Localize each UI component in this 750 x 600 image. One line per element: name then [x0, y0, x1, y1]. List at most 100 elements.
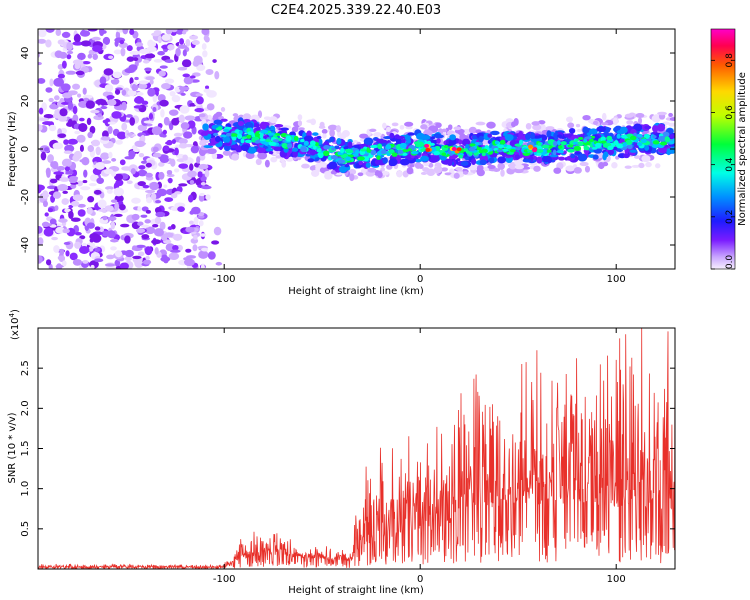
- spectrogram-noise-cell: [127, 89, 137, 97]
- snr-ytick-label: 2.5: [20, 360, 31, 376]
- spectrogram-noise-cell: [74, 130, 81, 135]
- spectrogram-noise-cell: [101, 160, 112, 164]
- spectrogram-core-cell: [300, 138, 305, 143]
- spectrogram-core-cell: [323, 150, 330, 157]
- spectrogram-band-cell: [259, 121, 267, 130]
- spectrogram-noise-cell: [53, 171, 65, 175]
- spectrogram-noise-cell: [111, 111, 122, 119]
- spectrogram-noise-cell: [118, 204, 126, 211]
- spectrogram-band-cell: [334, 145, 340, 150]
- spectrogram-noise-cell: [71, 169, 78, 177]
- spectrogram-noise-cell: [211, 240, 220, 245]
- spectrogram-noise-cell: [152, 223, 159, 228]
- spectrogram-noise-cell: [151, 239, 162, 245]
- spectrogram-core-cell: [567, 148, 575, 153]
- spectrogram-band-halo: [275, 155, 282, 159]
- spectrogram-band-halo: [448, 124, 453, 131]
- snr-series-line: [38, 328, 675, 569]
- spectrogram-noise-cell: [49, 178, 58, 184]
- spectrogram-noise-cell: [145, 162, 152, 168]
- spectrogram-noise-cell: [87, 53, 93, 59]
- spectrogram-noise-cell: [72, 83, 81, 90]
- spectrogram-band-cell: [244, 122, 254, 129]
- spectrogram-noise-cell: [53, 245, 60, 253]
- spectrogram-band-halo: [653, 114, 660, 122]
- spectrogram-noise-cell: [193, 216, 199, 226]
- spectrogram-noise-cell: [132, 148, 140, 153]
- spectrogram-noise-cell: [65, 250, 70, 257]
- spectrogram-band-halo: [553, 167, 562, 174]
- spectrogram-band-cell: [338, 165, 348, 173]
- spectrogram-ytick-label: 40: [20, 47, 31, 60]
- spectrogram-band-cell: [522, 158, 532, 163]
- spectrogram-noise-cell: [152, 152, 162, 158]
- spectrogram-band-halo: [514, 160, 522, 164]
- spectrogram-noise-cell: [61, 198, 70, 205]
- spectrogram-noise-cell: [115, 179, 124, 187]
- spectrogram-noise-cell: [49, 78, 54, 87]
- spectrogram-noise-cell: [38, 237, 44, 246]
- spectrogram-noise-cell: [165, 29, 173, 35]
- spectrogram-noise-cell: [72, 259, 83, 266]
- spectrogram-band-cell: [240, 144, 250, 152]
- spectrogram-noise-cell: [87, 131, 93, 139]
- spectrogram-core-cell: [468, 151, 473, 156]
- spectrogram-noise-cell: [78, 246, 90, 254]
- spectrogram-band-halo: [311, 169, 320, 177]
- spectrogram-noise-cell: [155, 200, 162, 204]
- spectrogram-band-cell: [530, 132, 536, 140]
- spectrogram-noise-cell: [157, 35, 163, 44]
- spectrogram-band-cell: [582, 126, 589, 134]
- spectrogram-noise-cell: [189, 35, 199, 40]
- spectrogram-noise-cell: [42, 200, 48, 208]
- spectrogram-band-cell: [374, 159, 383, 165]
- spectrogram-band-halo: [418, 164, 424, 169]
- spectrogram-noise-cell: [153, 228, 165, 237]
- spectrogram-noise-cell: [97, 199, 107, 209]
- snr-panel: -100 0 100 0.5 1.0 1.5 2.0 2.5 Height of straig…: [7, 309, 676, 596]
- spectrogram-band-cell: [557, 156, 566, 161]
- spectrogram-band-cell: [382, 157, 388, 164]
- spectrogram-noise-cell: [63, 241, 71, 246]
- spectrogram-noise-cell: [99, 29, 105, 37]
- spectrogram-band-halo: [359, 133, 369, 139]
- spectrogram-noise-cell: [67, 101, 74, 111]
- spectrogram-band-cell: [375, 138, 381, 142]
- spectrogram-core-cell: [303, 140, 309, 146]
- spectrogram-band-cell: [343, 146, 349, 150]
- spectrogram-noise-cell: [179, 142, 188, 149]
- spectrogram-band-cell: [623, 152, 630, 159]
- spectrogram-peak-cell: [451, 147, 457, 152]
- spectrogram-band-halo: [539, 123, 546, 132]
- spectrogram-noise-cell: [66, 54, 72, 60]
- spectrogram-noise-cell: [72, 154, 80, 162]
- spectrogram-noise-cell: [164, 232, 174, 238]
- spectrogram-noise-cell: [215, 261, 223, 266]
- spectrogram-core-cell: [267, 132, 275, 136]
- spectrogram-core-cell: [616, 143, 624, 149]
- spectrogram-noise-cell: [178, 86, 190, 91]
- spectrogram-band-cell: [550, 154, 559, 158]
- spectrogram-noise-cell: [159, 221, 166, 230]
- spectrogram-noise-cell: [72, 105, 78, 115]
- spectrogram-band-cell: [329, 136, 335, 143]
- spectrogram-core-cell: [236, 133, 243, 140]
- spectrogram-noise-cell: [97, 113, 102, 118]
- spectrogram-core-cell: [546, 149, 552, 153]
- spectrogram-core-cell: [337, 159, 346, 164]
- spectrogram-noise-cell: [137, 251, 145, 257]
- spectrogram-noise-cell: [125, 114, 133, 118]
- spectrogram-band-cell: [344, 163, 350, 168]
- spectrogram-core-cell: [231, 136, 237, 141]
- spectrogram-band-cell: [358, 159, 363, 166]
- spectrogram-noise-cell: [74, 241, 82, 249]
- spectrogram-band-halo: [441, 128, 447, 133]
- spectrogram-core-cell: [345, 156, 352, 162]
- spectrogram-noise-cell: [141, 234, 150, 240]
- spectrogram-noise-cell: [64, 166, 70, 172]
- spectrogram-ytick-label: -40: [20, 237, 31, 253]
- spectrogram-noise-cell: [145, 209, 151, 214]
- spectrogram-band-cell: [657, 147, 667, 154]
- spectrogram-band-halo: [511, 121, 517, 128]
- spectrogram-noise-cell: [182, 154, 188, 161]
